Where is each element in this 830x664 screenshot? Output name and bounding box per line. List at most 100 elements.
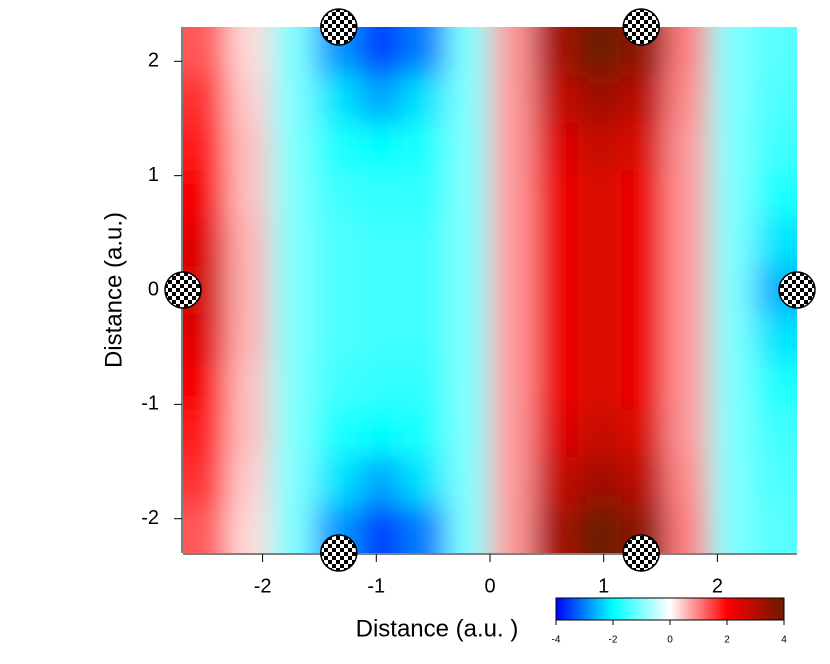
heat-cell	[270, 314, 316, 364]
heat-cell	[709, 123, 755, 172]
heat-cell	[577, 409, 623, 458]
heat-cell	[490, 123, 535, 172]
y-tick-label: 0	[148, 278, 159, 300]
heat-cell	[577, 456, 623, 506]
heat-cell	[709, 27, 755, 77]
heat-cell	[446, 75, 491, 125]
heat-cell	[709, 314, 755, 364]
heat-cell	[709, 75, 755, 125]
heat-cell	[446, 27, 491, 77]
heat-cell	[577, 170, 623, 219]
heat-cell	[577, 504, 623, 553]
heat-cell	[314, 217, 360, 267]
x-tick-label: 2	[712, 575, 723, 597]
heat-cell	[665, 170, 711, 219]
heat-cell	[709, 217, 755, 267]
heat-cell	[402, 170, 448, 219]
heat-cell	[270, 456, 316, 506]
heat-cell	[226, 409, 272, 458]
atom	[622, 8, 660, 46]
heat-cell	[314, 314, 360, 364]
heat-cell	[490, 362, 535, 411]
heat-cell	[446, 456, 491, 506]
heat-cell	[314, 75, 360, 125]
heat-cell	[533, 27, 579, 77]
heat-cell	[226, 265, 272, 316]
heat-cell	[402, 75, 448, 125]
heat-cell	[226, 75, 272, 125]
heat-cell	[753, 362, 797, 411]
heat-cell	[358, 265, 404, 316]
heat-cell	[183, 170, 228, 219]
heat-cell	[402, 456, 448, 506]
heat-cell	[753, 27, 797, 77]
heat-cell	[402, 504, 448, 553]
heat-cell	[314, 123, 360, 172]
heat-cell	[533, 265, 579, 316]
heat-cell	[621, 362, 667, 411]
y-axis-label: Distance (a.u.)	[100, 212, 127, 368]
heat-cell	[533, 75, 579, 125]
heat-cell	[183, 217, 228, 267]
heat-cell	[621, 123, 667, 172]
atom	[320, 534, 358, 572]
heat-cell	[665, 123, 711, 172]
heat-cell	[621, 75, 667, 125]
heat-cell	[358, 314, 404, 364]
heat-cell	[490, 75, 535, 125]
heat-cell	[358, 170, 404, 219]
heat-cell	[709, 265, 755, 316]
heat-cell	[358, 75, 404, 125]
heat-cell	[490, 27, 535, 77]
heat-cell	[270, 217, 316, 267]
x-tick-label: -2	[254, 575, 272, 597]
heat-cell	[533, 170, 579, 219]
heat-cell	[709, 504, 755, 553]
heat-cell	[402, 265, 448, 316]
heat-cell	[314, 362, 360, 411]
heat-cell	[183, 75, 228, 125]
heat-cell	[753, 314, 797, 364]
heat-cell	[270, 362, 316, 411]
colorbar-tick-label: 0	[667, 635, 673, 646]
heat-cell	[533, 504, 579, 553]
colorbar-tick-label: -2	[609, 635, 618, 646]
heat-cell	[577, 123, 623, 172]
heat-cell	[402, 409, 448, 458]
heat-cell	[533, 217, 579, 267]
heat-cell	[446, 409, 491, 458]
colorbar-tick-label: -4	[552, 635, 561, 646]
heat-cell	[709, 170, 755, 219]
heat-cell	[358, 123, 404, 172]
heat-cell	[270, 75, 316, 125]
heat-cell	[533, 123, 579, 172]
heat-cell	[621, 409, 667, 458]
heat-cell	[358, 362, 404, 411]
colorbar	[555, 597, 785, 621]
heat-cell	[665, 314, 711, 364]
x-tick-label: -1	[367, 575, 385, 597]
heat-cell	[490, 265, 535, 316]
heat-cell	[753, 217, 797, 267]
heat-cell	[358, 27, 404, 77]
heat-cell	[753, 170, 797, 219]
heat-cell	[446, 504, 491, 553]
heat-cell	[665, 217, 711, 267]
atom	[320, 8, 358, 46]
heat-cell	[270, 123, 316, 172]
heat-cell	[402, 362, 448, 411]
heat-cell	[490, 217, 535, 267]
heat-cell	[577, 27, 623, 77]
heat-cell	[709, 409, 755, 458]
heat-cell	[446, 362, 491, 411]
heat-cell	[358, 409, 404, 458]
heat-cell	[402, 217, 448, 267]
heat-cell	[226, 456, 272, 506]
heat-cell	[490, 456, 535, 506]
heat-cell	[446, 123, 491, 172]
heat-cell	[270, 265, 316, 316]
heat-cell	[577, 75, 623, 125]
heat-cell	[533, 362, 579, 411]
heat-cell	[577, 217, 623, 267]
heatmap	[183, 27, 797, 553]
